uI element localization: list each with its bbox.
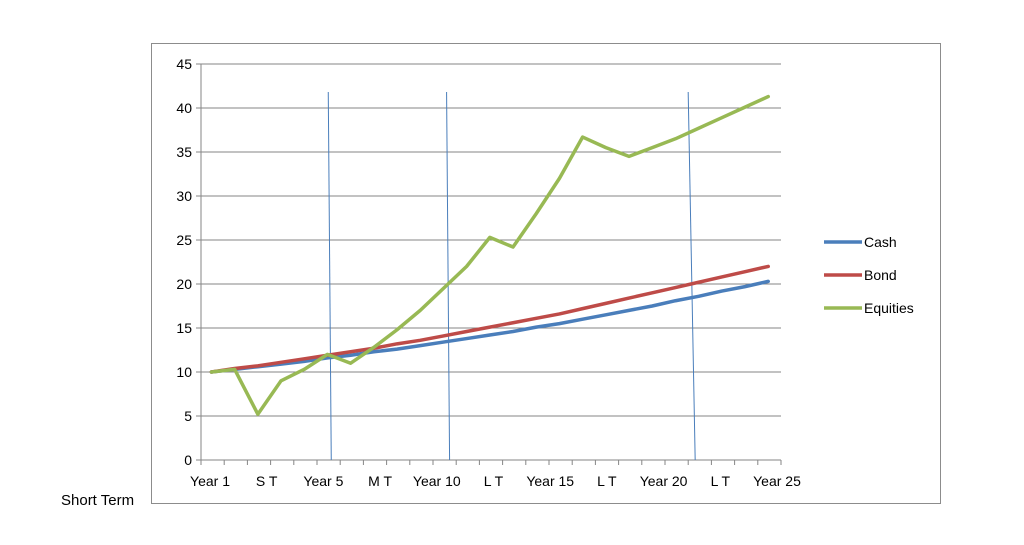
y-tick-label: 45 [176,56,192,72]
vertical-marker-line [687,91,696,461]
x-tick-label: Year 20 [640,473,688,489]
x-tick-label: L T [597,473,617,489]
x-tick-label: Year 5 [303,473,343,489]
y-tick-label: 10 [176,364,192,380]
series-line-bond [209,264,770,374]
x-tick-label: L T [484,473,504,489]
chart-frame: 0 5 10 15 20 25 30 35 40 45 Year 1 S T Year 5 M T Year… [151,43,941,504]
y-tick-label: 35 [176,144,192,160]
y-tick-label: 25 [176,232,192,248]
y-tick-label: 0 [184,452,192,468]
x-tick-label: L T [711,473,731,489]
y-tick-label: 20 [176,276,192,292]
legend-label-bond: Bond [864,267,897,283]
x-tick-label: Year 15 [526,473,574,489]
series-line-cash [209,279,770,374]
x-tick-label: Year 25 [753,473,801,489]
legend-label-equities: Equities [864,300,914,316]
y-tick-label: 40 [176,100,192,116]
x-tick-label: Year 10 [413,473,461,489]
footnote-label: Short Term [61,492,135,509]
legend-label-cash: Cash [864,234,897,250]
vertical-marker-line [327,91,332,461]
x-tick-label: Year 1 [190,473,230,489]
series-line-equities [209,94,770,416]
x-tick-label: S T [256,473,278,489]
y-tick-label: 15 [176,320,192,336]
y-tick-label: 5 [184,408,192,424]
line-chart: 0 5 10 15 20 25 30 35 40 45 Year 1 S T Year 5 M T Year… [176,56,914,489]
x-tick-label: M T [368,473,392,489]
y-tick-label: 30 [176,188,192,204]
vertical-marker-line [446,91,451,461]
